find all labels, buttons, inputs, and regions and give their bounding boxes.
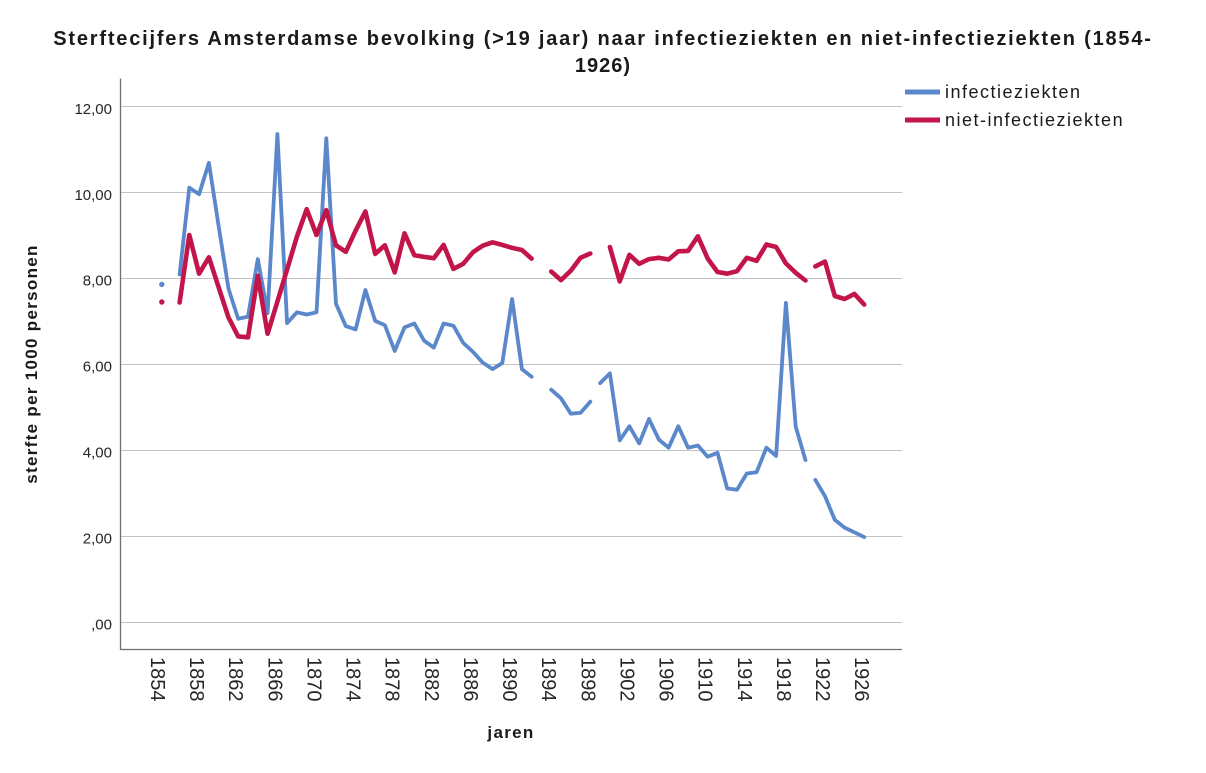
svg-text:1906: 1906 xyxy=(655,657,677,702)
svg-text:1890: 1890 xyxy=(498,657,520,702)
svg-text:2,00: 2,00 xyxy=(83,531,112,548)
svg-text:1882: 1882 xyxy=(420,657,442,702)
svg-text:8,00: 8,00 xyxy=(83,273,112,290)
svg-text:12,00: 12,00 xyxy=(74,101,112,118)
svg-text:1926: 1926 xyxy=(850,657,872,702)
svg-text:niet-infectieziekten: niet-infectieziekten xyxy=(945,110,1124,130)
svg-text:1866: 1866 xyxy=(263,657,285,702)
svg-text:1854: 1854 xyxy=(146,657,168,702)
svg-text:1926): 1926) xyxy=(575,55,631,77)
svg-text:Sterftecijfers Amsterdamse bev: Sterftecijfers Amsterdamse bevolking (>1… xyxy=(53,28,1152,50)
svg-text:1894: 1894 xyxy=(537,657,559,702)
svg-text:1858: 1858 xyxy=(185,657,207,702)
svg-text:1914: 1914 xyxy=(733,657,755,702)
svg-text:1870: 1870 xyxy=(303,657,325,702)
svg-text:1910: 1910 xyxy=(694,657,716,702)
svg-text:10,00: 10,00 xyxy=(74,187,112,204)
svg-text:1886: 1886 xyxy=(459,657,481,702)
svg-text:1922: 1922 xyxy=(811,657,833,702)
svg-text:1874: 1874 xyxy=(342,657,364,702)
svg-text:1918: 1918 xyxy=(772,657,794,702)
svg-text:1898: 1898 xyxy=(576,657,598,702)
svg-text:,00: ,00 xyxy=(91,617,112,634)
svg-text:infectieziekten: infectieziekten xyxy=(945,82,1082,102)
svg-text:jaren: jaren xyxy=(486,723,534,742)
svg-text:1902: 1902 xyxy=(616,657,638,702)
svg-text:sterfte per 1000 personen: sterfte per 1000 personen xyxy=(22,244,41,483)
svg-text:1878: 1878 xyxy=(381,657,403,702)
svg-text:4,00: 4,00 xyxy=(83,445,112,462)
svg-text:1862: 1862 xyxy=(224,657,246,702)
svg-text:6,00: 6,00 xyxy=(83,359,112,376)
